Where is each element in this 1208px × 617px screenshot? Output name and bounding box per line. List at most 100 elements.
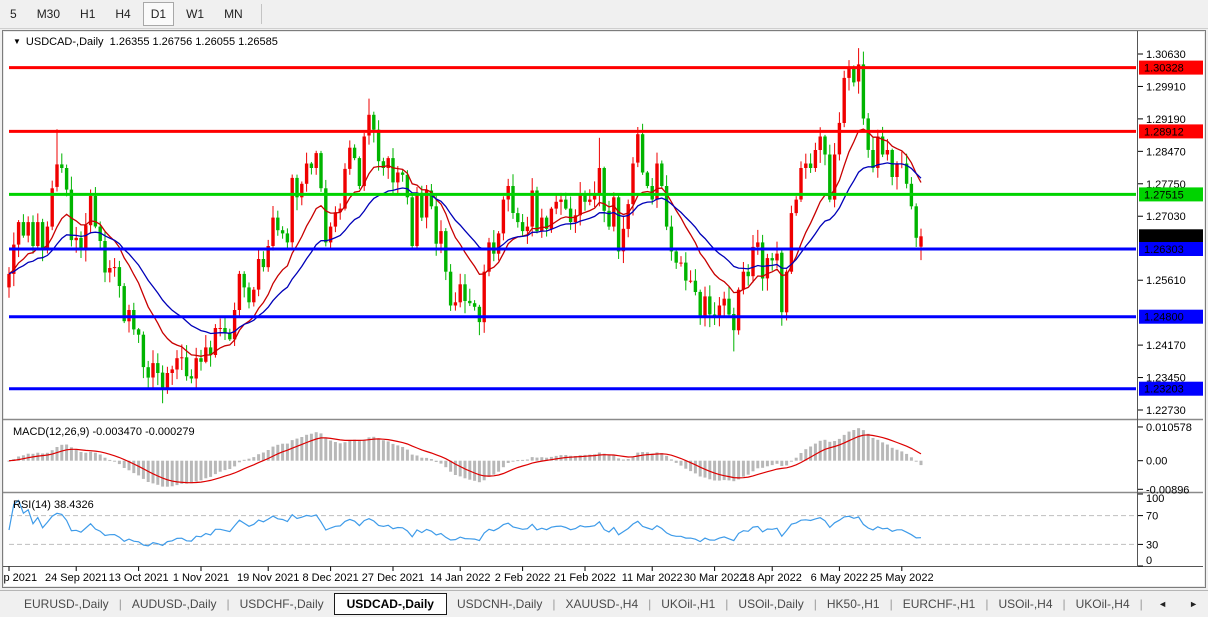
timeframe-button-h4[interactable]: H4	[115, 7, 131, 21]
macd-histogram-bar	[295, 438, 299, 461]
macd-histogram-bar	[756, 460, 760, 469]
timeframe-button-mn[interactable]: MN	[224, 7, 243, 21]
macd-histogram-bar	[189, 460, 193, 484]
candle-body	[132, 310, 136, 330]
candle-body	[141, 334, 146, 368]
candle-body	[79, 237, 83, 250]
tabs-scroll-right-icon[interactable]: ►	[1189, 599, 1198, 609]
candle-body	[573, 215, 578, 223]
macd-histogram-bar	[857, 428, 861, 461]
candle-body	[626, 204, 630, 229]
timeframe-button-m30[interactable]: M30	[36, 7, 61, 21]
tab-eurchf-h1[interactable]: EURCHF-,H1	[902, 596, 976, 611]
macd-histogram-bar	[137, 460, 141, 476]
tab-hk50-h1[interactable]: HK50-,H1	[826, 596, 880, 611]
macd-histogram-bar	[909, 457, 913, 461]
macd-histogram-bar	[636, 452, 640, 461]
macd-histogram-bar	[866, 433, 870, 461]
macd-histogram-bar	[785, 460, 789, 466]
candle-body	[194, 358, 198, 379]
macd-histogram-bar	[482, 460, 486, 481]
macd-histogram-bar	[381, 440, 385, 461]
price-line-label-text: 1.28912	[1144, 126, 1184, 138]
macd-histogram-bar	[180, 460, 184, 484]
timeframe-toolbar: 5 M30 H1 H4 D1 W1 MN	[0, 0, 1208, 29]
macd-histogram-bar	[45, 452, 49, 461]
candle-body	[386, 158, 390, 168]
macd-histogram-bar	[597, 452, 601, 461]
candle-body	[616, 197, 621, 252]
candle-body	[40, 222, 45, 251]
macd-histogram-bar	[569, 455, 573, 461]
date-tick-label: 1 Nov 2021	[173, 572, 229, 584]
chart-window: 1.30630 1.29910 1.29190 1.28470 1.27750 1.270…	[2, 30, 1206, 588]
tab-ukoil-h4[interactable]: UKOil-,H4	[1075, 596, 1130, 611]
macd-histogram-bar	[765, 460, 769, 467]
macd-histogram-bar	[458, 460, 462, 477]
candle-body	[69, 189, 74, 241]
macd-histogram-bar	[506, 460, 510, 463]
symbol-tab-bar: EURUSD-,Daily | AUDUSD-,Daily | USDCHF-,Dail…	[0, 590, 1208, 616]
macd-histogram-bar	[276, 444, 280, 461]
candle-body	[861, 64, 866, 119]
macd-histogram-bar	[439, 460, 443, 464]
price-tick-label: 1.27030	[1146, 211, 1186, 223]
tab-separator: |	[985, 596, 989, 611]
tab-ukoil-h1[interactable]: UKOil-,H1	[661, 596, 716, 611]
tab-usoil-daily[interactable]: USOil-,Daily	[738, 596, 804, 611]
macd-histogram-bar	[799, 453, 803, 461]
candle-body	[568, 208, 573, 223]
macd-histogram-bar	[516, 460, 520, 462]
candle-body	[602, 168, 606, 211]
macd-histogram-bar	[674, 460, 678, 463]
macd-histogram-bar	[324, 437, 328, 461]
candle-body	[156, 363, 160, 373]
macd-histogram-bar	[285, 443, 289, 461]
timeframe-button-h1[interactable]: H1	[80, 7, 96, 21]
macd-histogram-bar	[271, 446, 275, 461]
macd-histogram-bar	[151, 460, 155, 484]
candle-body	[16, 222, 21, 245]
macd-histogram-bar	[626, 459, 630, 461]
tab-audusd-daily[interactable]: AUDUSD-,Daily	[131, 596, 217, 611]
macd-histogram-bar	[631, 456, 635, 461]
candle-body	[343, 168, 347, 209]
candle-body	[808, 163, 813, 168]
candle-body	[285, 233, 290, 243]
candle-body	[693, 280, 698, 292]
macd-histogram-bar	[919, 460, 923, 466]
price-line-label-text: 1.23203	[1144, 384, 1184, 396]
timeframe-button-m5[interactable]: 5	[10, 7, 17, 21]
price-chart-canvas[interactable]: 1.306301.299101.291901.284701.277501.270…	[3, 31, 1203, 585]
candle-body	[64, 168, 69, 190]
date-tick-label: 21 Feb 2022	[554, 572, 616, 584]
candle-body	[794, 199, 798, 214]
candle-body	[554, 201, 558, 209]
candle-body	[338, 208, 342, 213]
candle-body	[578, 195, 582, 216]
candle-body	[708, 296, 712, 315]
candle-body	[266, 246, 270, 268]
candle-body	[136, 329, 141, 335]
tabs-scroll-left-icon[interactable]: ◄	[1158, 599, 1168, 609]
tab-xauusd-h4[interactable]: XAUUSD-,H4	[565, 596, 639, 611]
tab-usdcnh-daily[interactable]: USDCNH-,Daily	[456, 596, 543, 611]
rsi-indicator-label: RSI(14) 38.4326	[13, 499, 94, 511]
tab-usdchf-daily[interactable]: USDCHF-,Daily	[239, 596, 324, 611]
candle-body	[261, 259, 266, 268]
macd-histogram-bar	[353, 439, 357, 461]
macd-histogram-bar	[396, 445, 400, 461]
tab-eurusd-daily[interactable]: EURUSD-,Daily	[24, 596, 109, 611]
macd-histogram-bar	[809, 446, 813, 461]
candle-body	[698, 291, 702, 317]
macd-histogram-bar	[103, 457, 107, 461]
candle-body	[199, 358, 203, 362]
tab-usoil-h4[interactable]: USOil-,H4	[998, 596, 1053, 611]
candle-body	[74, 237, 78, 241]
timeframe-button-d1[interactable]: D1	[142, 2, 175, 26]
macd-histogram-bar	[69, 447, 73, 461]
timeframe-button-w1[interactable]: W1	[186, 7, 205, 21]
price-line-label-text: 1.26585	[1144, 231, 1184, 243]
tab-usdcad-daily[interactable]: USDCAD-,Daily	[333, 592, 447, 615]
chart-dropdown-icon[interactable]: ▼	[13, 37, 21, 46]
